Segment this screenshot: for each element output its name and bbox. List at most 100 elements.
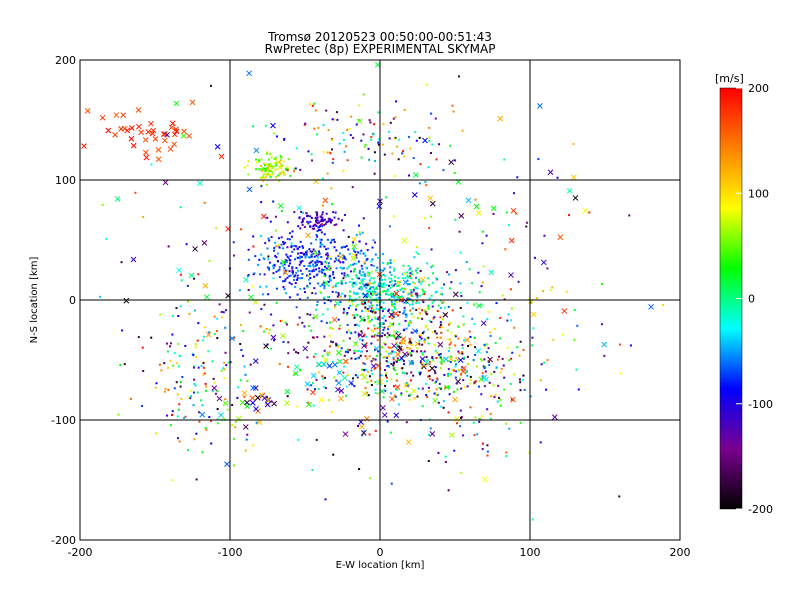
data-point — [403, 108, 406, 111]
data-point — [353, 267, 356, 270]
data-point — [385, 284, 388, 287]
data-point — [359, 233, 362, 236]
data-point — [284, 269, 287, 272]
data-point — [274, 156, 277, 159]
data-point — [286, 365, 289, 368]
data-point — [342, 308, 345, 311]
data-point — [433, 344, 436, 347]
data-point — [407, 353, 410, 356]
data-point — [354, 283, 357, 286]
data-point — [384, 275, 387, 278]
data-point — [374, 388, 377, 391]
data-point — [222, 417, 225, 420]
data-point — [405, 421, 408, 424]
data-point — [187, 300, 190, 303]
data-point — [215, 227, 218, 230]
data-point — [356, 304, 359, 307]
data-point — [412, 288, 415, 291]
data-point — [252, 273, 255, 276]
data-point — [202, 373, 205, 376]
data-point — [224, 326, 227, 329]
data-point — [373, 290, 376, 293]
data-point — [459, 251, 462, 254]
data-point — [362, 280, 365, 283]
data-point — [311, 468, 314, 471]
data-point — [286, 260, 289, 263]
data-point — [286, 221, 289, 224]
data-point-cross — [405, 439, 412, 445]
data-point — [325, 321, 328, 324]
data-point — [167, 388, 170, 391]
data-point-cross — [192, 246, 198, 252]
data-point — [405, 315, 408, 318]
data-point — [439, 387, 442, 390]
data-point — [306, 285, 309, 288]
data-point — [166, 350, 169, 353]
data-point — [368, 279, 371, 282]
data-point — [337, 255, 340, 258]
data-point — [278, 246, 281, 249]
data-point — [327, 129, 330, 132]
data-point — [421, 351, 424, 354]
data-point-cross — [348, 380, 354, 386]
data-point — [390, 273, 393, 276]
data-point — [489, 331, 492, 334]
data-point — [445, 271, 448, 274]
data-point — [528, 451, 531, 454]
data-point — [393, 351, 396, 354]
data-point — [393, 334, 396, 337]
data-point — [360, 301, 363, 304]
data-point — [158, 363, 161, 366]
data-point — [428, 284, 431, 287]
data-point-cross — [167, 146, 174, 152]
data-point — [399, 289, 402, 292]
data-point — [394, 136, 397, 139]
data-point — [360, 373, 363, 376]
data-point-cross — [142, 149, 149, 156]
data-point — [382, 269, 385, 272]
data-point — [188, 312, 191, 315]
data-point — [408, 322, 411, 325]
data-point — [361, 310, 364, 313]
data-point — [336, 343, 339, 346]
data-point — [331, 161, 334, 164]
data-point — [457, 325, 460, 328]
data-point — [373, 280, 376, 283]
data-point — [243, 365, 246, 368]
data-point — [301, 260, 304, 263]
data-point — [357, 260, 360, 263]
data-point — [293, 248, 296, 251]
data-point — [335, 342, 338, 345]
data-point — [335, 344, 338, 347]
data-point — [137, 336, 140, 339]
data-point-cross — [282, 269, 289, 276]
data-point-cross — [263, 343, 269, 350]
data-point — [283, 267, 286, 270]
data-point — [421, 353, 424, 356]
data-point — [465, 260, 468, 263]
data-point — [486, 454, 489, 457]
data-point — [169, 345, 172, 348]
data-point — [315, 220, 318, 223]
data-point-cross — [331, 316, 338, 323]
data-point — [358, 468, 361, 471]
data-point — [286, 168, 289, 171]
data-point — [472, 421, 475, 424]
data-point — [488, 364, 491, 367]
data-point — [423, 309, 426, 312]
data-point — [372, 133, 375, 136]
data-point-cross — [260, 213, 267, 220]
data-point-cross — [224, 461, 230, 468]
data-point — [476, 433, 479, 436]
data-point — [366, 357, 369, 360]
data-point — [317, 226, 320, 229]
data-point — [475, 365, 478, 368]
data-point — [344, 246, 347, 249]
data-point — [629, 344, 632, 347]
data-point — [275, 256, 278, 259]
data-point — [172, 364, 175, 367]
data-point — [415, 350, 418, 353]
data-point — [430, 112, 433, 115]
data-point — [572, 142, 575, 145]
data-point — [369, 138, 372, 141]
